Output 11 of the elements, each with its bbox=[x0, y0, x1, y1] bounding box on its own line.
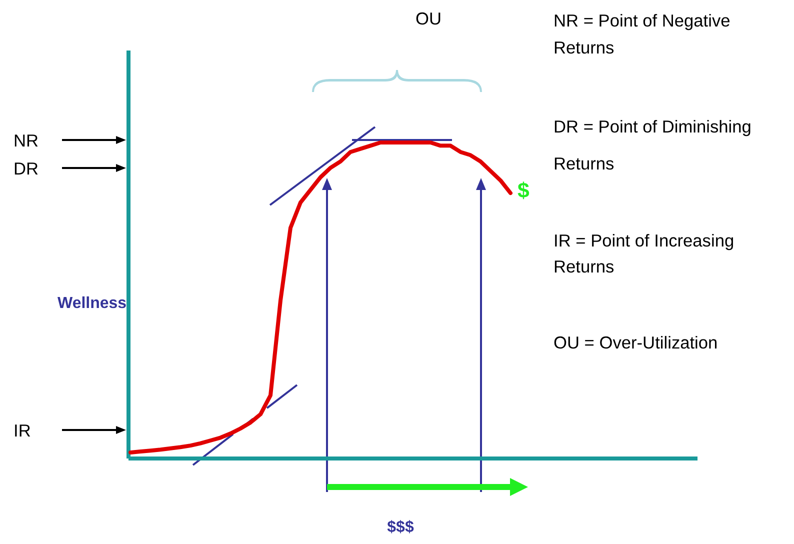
text: DR = Point of Diminishing Returns bbox=[554, 116, 752, 174]
text: DR bbox=[14, 158, 39, 178]
text: $ bbox=[518, 178, 530, 202]
text: OU = Over-Utilization bbox=[554, 332, 718, 352]
text: NR = Point of Negative Returns bbox=[554, 10, 730, 58]
text: IR = Point of Increasing Returns bbox=[554, 230, 734, 276]
text: IR bbox=[14, 420, 31, 440]
y-axis-title: Wellness bbox=[58, 295, 127, 312]
text: OU bbox=[416, 8, 442, 28]
x-axis-title: $$$ bbox=[387, 519, 414, 536]
text: NR bbox=[14, 130, 39, 150]
